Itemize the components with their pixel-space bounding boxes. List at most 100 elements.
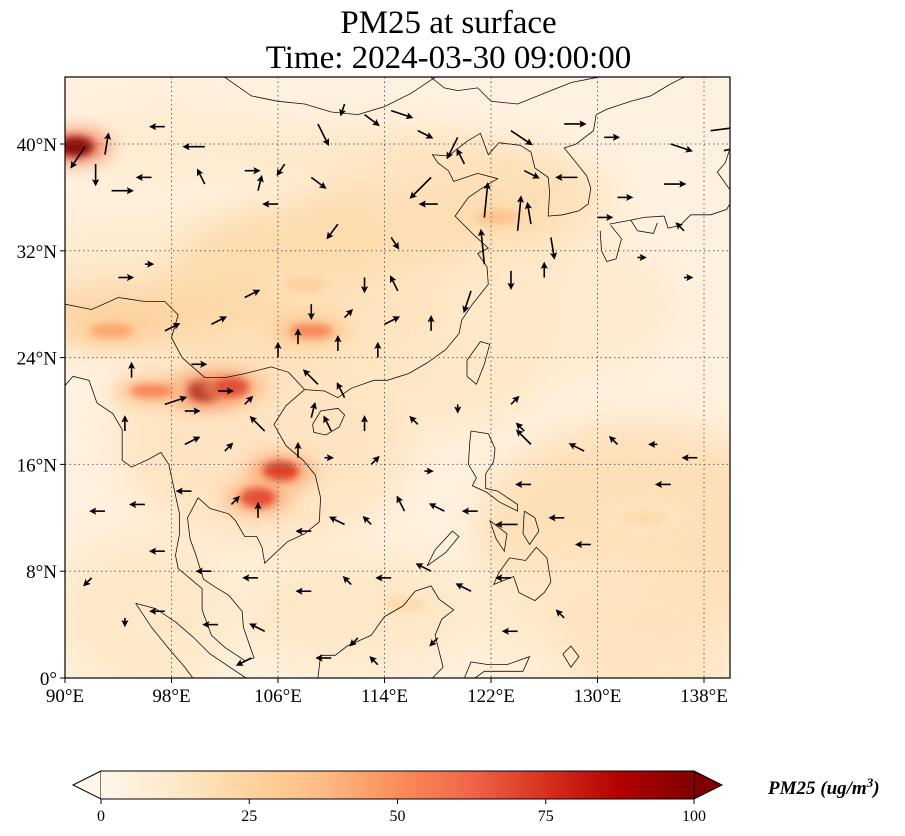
pm25-hotspot	[282, 277, 327, 292]
coastline	[609, 202, 730, 229]
wind-vectors	[70, 103, 730, 666]
pm25-hotspot	[89, 323, 134, 338]
wind-arrow	[417, 129, 434, 139]
wind-arrow	[326, 223, 339, 240]
map-frame	[64, 76, 731, 679]
wind-arrow	[370, 455, 380, 465]
map-area	[65, 77, 730, 678]
wind-arrow	[230, 495, 240, 506]
wind-arrow	[390, 237, 400, 250]
wind-arrow	[455, 583, 472, 592]
wind-arrow	[446, 136, 459, 160]
colorbar-tick-label: 75	[538, 808, 554, 825]
wind-arrow	[339, 103, 347, 117]
wind-arrow	[390, 275, 399, 292]
wind-arrow	[428, 503, 445, 512]
x-tick-label: 130°E	[574, 686, 622, 707]
wind-arrow	[429, 637, 439, 647]
colorbar: 0 25 50 75 100 PM25 (ug/m3)	[71, 770, 880, 825]
coastlines	[65, 77, 730, 678]
pm25-hotspot	[129, 383, 174, 398]
y-tick-label: 40°N	[17, 135, 58, 156]
y-tick-label: 16°N	[17, 455, 58, 476]
wind-arrow	[309, 401, 317, 418]
colorbar-ticks: 0 25 50 75 100	[97, 799, 706, 825]
pm25-hotspot	[213, 376, 250, 397]
pm25-hotspot	[262, 461, 299, 482]
coastline	[65, 375, 322, 662]
wind-arrow	[384, 316, 401, 325]
y-axis: 0° 8°N 16°N 24°N 32°N 40°N	[17, 135, 65, 690]
wind-arrow	[723, 148, 730, 152]
coastline	[304, 132, 521, 399]
wind-arrow	[555, 609, 565, 619]
pm25-hotspot	[65, 136, 94, 157]
wind-arrow	[524, 201, 532, 225]
coastline	[426, 530, 460, 567]
wind-arrow	[415, 563, 432, 572]
colorbar-label: PM25 (ug/m3)	[767, 775, 880, 799]
colorbar-gradient	[101, 771, 694, 799]
x-tick-label: 90°E	[46, 686, 84, 707]
haze-region	[560, 567, 730, 678]
colorbar-tick-label: 50	[390, 808, 406, 825]
wind-arrow	[323, 415, 332, 432]
y-tick-label: 8°N	[26, 562, 57, 583]
wind-arrow	[568, 443, 585, 452]
wind-arrow	[244, 289, 261, 299]
haze-region	[437, 234, 678, 375]
wind-arrow	[409, 176, 432, 199]
coastline	[224, 77, 436, 116]
coastline	[489, 520, 508, 553]
wind-arrow	[608, 435, 619, 445]
pm25-hotspot	[622, 510, 667, 525]
haze-region	[237, 551, 478, 672]
colorbar-extend-max	[693, 770, 724, 800]
coastline	[466, 341, 491, 385]
pm25-hotspot	[240, 487, 277, 508]
wind-arrow	[184, 436, 201, 446]
coastline	[520, 77, 685, 217]
x-tick-label: 122°E	[467, 686, 515, 707]
wind-arrow	[362, 515, 372, 526]
wind-arrow	[523, 169, 540, 179]
wind-arrow	[343, 309, 354, 319]
wind-arrow	[249, 623, 266, 632]
coastline	[599, 225, 622, 262]
wind-arrow	[276, 163, 286, 177]
coastline	[716, 147, 730, 191]
colorbar-tick-label: 100	[682, 808, 706, 825]
pm25-hotspot	[475, 210, 520, 225]
wind-arrow	[211, 316, 228, 325]
wind-arrow	[349, 637, 359, 647]
wind-arrow	[83, 577, 93, 587]
wind-arrow	[235, 657, 252, 666]
coastline	[562, 645, 580, 669]
wind-arrow	[328, 516, 345, 526]
haze-region	[65, 531, 235, 678]
wind-arrow	[516, 195, 525, 231]
wind-arrow	[409, 415, 419, 425]
coastline	[65, 297, 305, 390]
wind-arrow	[164, 323, 181, 332]
chart-subtitle: Time: 2024-03-30 09:00:00	[265, 40, 632, 76]
wind-arrow	[670, 143, 693, 153]
wind-arrow	[317, 123, 329, 147]
wind-arrow	[310, 176, 327, 189]
wind-arrow	[710, 127, 730, 132]
chart-title: PM25 at surface	[340, 5, 557, 41]
wind-arrow	[483, 182, 491, 218]
wind-arrow	[164, 395, 188, 406]
coastline	[522, 510, 540, 546]
wind-arrow	[390, 109, 414, 120]
haze-region	[237, 127, 478, 188]
coastline	[317, 585, 455, 678]
wind-arrow	[196, 168, 206, 185]
coastline	[135, 602, 194, 678]
wind-arrow	[675, 222, 685, 232]
x-tick-label: 98°E	[152, 686, 190, 707]
x-tick-label: 138°E	[680, 686, 728, 707]
y-tick-label: 32°N	[17, 242, 58, 263]
colorbar-tick-label: 25	[241, 808, 257, 825]
